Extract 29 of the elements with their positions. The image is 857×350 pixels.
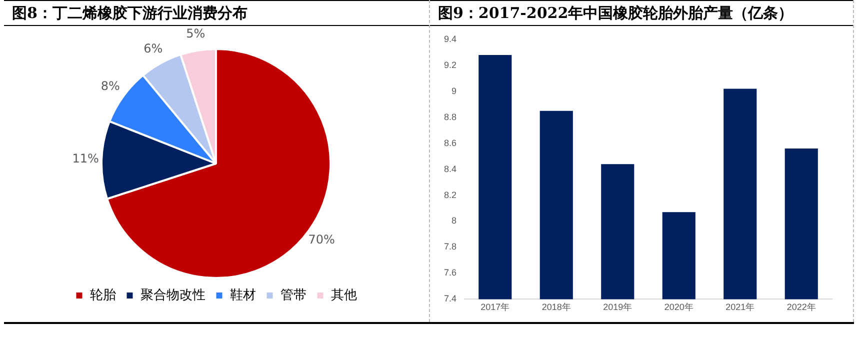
data-label: 6% (144, 41, 163, 56)
legend-label: 管带 (280, 287, 306, 302)
y-tick-label: 9.2 (444, 60, 457, 70)
y-tick-label: 8.2 (444, 190, 457, 200)
data-label: 8% (100, 78, 120, 93)
y-tick-label: 9 (451, 86, 457, 96)
chart-title: 图8：丁二烯橡胶下游行业消费分布 (4, 0, 429, 26)
y-tick-label: 9.4 (444, 34, 457, 44)
y-tick-label: 8.6 (444, 138, 457, 148)
x-tick-label: 2021年 (726, 302, 755, 312)
x-tick-label: 2020年 (664, 302, 694, 312)
y-tick-label: 8.4 (444, 164, 457, 174)
y-tick-label: 7.4 (444, 294, 457, 304)
x-tick-label: 2019年 (603, 302, 632, 312)
data-label: 5% (186, 26, 206, 41)
data-label: 11% (72, 152, 99, 166)
y-tick-label: 7.6 (444, 268, 457, 278)
legend-label: 轮胎 (90, 287, 116, 302)
data-label: 70% (308, 232, 335, 246)
legend-label: 聚合物改性 (140, 287, 206, 302)
x-tick-label: 2018年 (542, 302, 571, 312)
y-tick-label: 8.8 (444, 112, 457, 122)
x-tick-label: 2022年 (786, 302, 816, 312)
x-tick-label: 2017年 (480, 302, 510, 312)
chart-title: 图9：2017-2022年中国橡胶轮胎外胎产量（亿条） (430, 0, 853, 26)
legend-label: 鞋材 (230, 287, 256, 302)
legend-label: 其他 (330, 287, 357, 302)
y-tick-label: 8 (451, 216, 457, 226)
y-tick-label: 7.8 (444, 242, 457, 252)
